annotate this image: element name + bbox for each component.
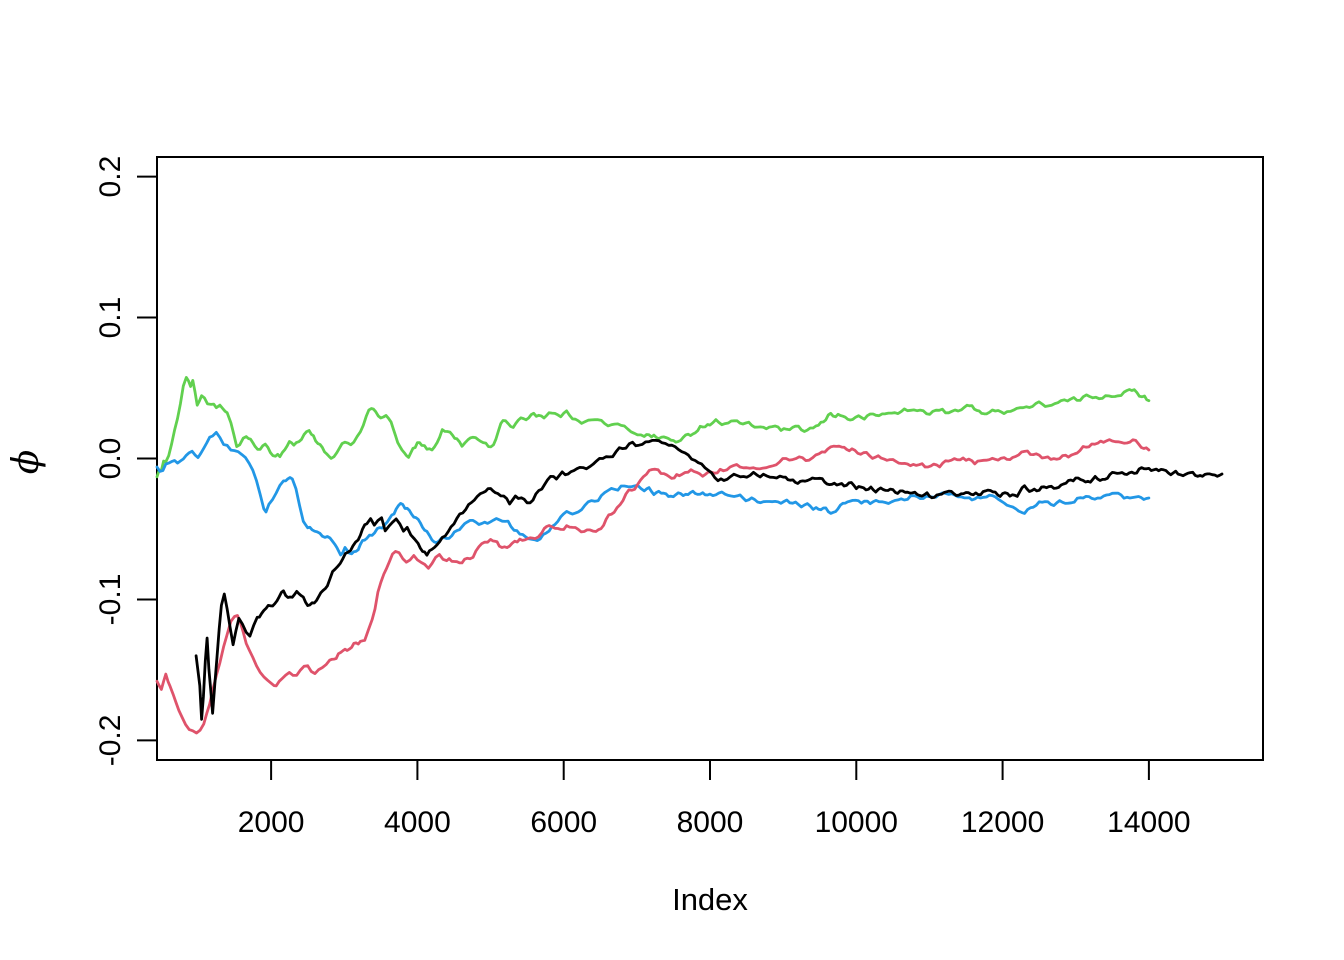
x-tick-label: 14000 — [1107, 806, 1190, 839]
y-tick-label: 0.1 — [94, 297, 127, 339]
series-line-green — [155, 375, 1151, 479]
y-tick-label: -0.1 — [94, 574, 127, 626]
x-tick-label: 6000 — [530, 806, 597, 839]
y-tick-label: -0.2 — [94, 715, 127, 767]
series-line-black — [194, 438, 1224, 721]
y-tick-label: 0.0 — [94, 438, 127, 480]
x-tick-label: 4000 — [384, 806, 451, 839]
series-line-red — [155, 438, 1151, 735]
plot-box — [156, 156, 1264, 761]
x-axis-title: Index — [672, 882, 748, 917]
x-tick-label: 10000 — [815, 806, 898, 839]
y-axis-title: ϕ — [5, 449, 47, 475]
x-tick-label: 12000 — [961, 806, 1044, 839]
series-line-blue — [155, 430, 1151, 557]
x-tick-label: 8000 — [677, 806, 744, 839]
x-tick-label: 2000 — [238, 806, 305, 839]
y-tick-label: 0.2 — [94, 156, 127, 198]
